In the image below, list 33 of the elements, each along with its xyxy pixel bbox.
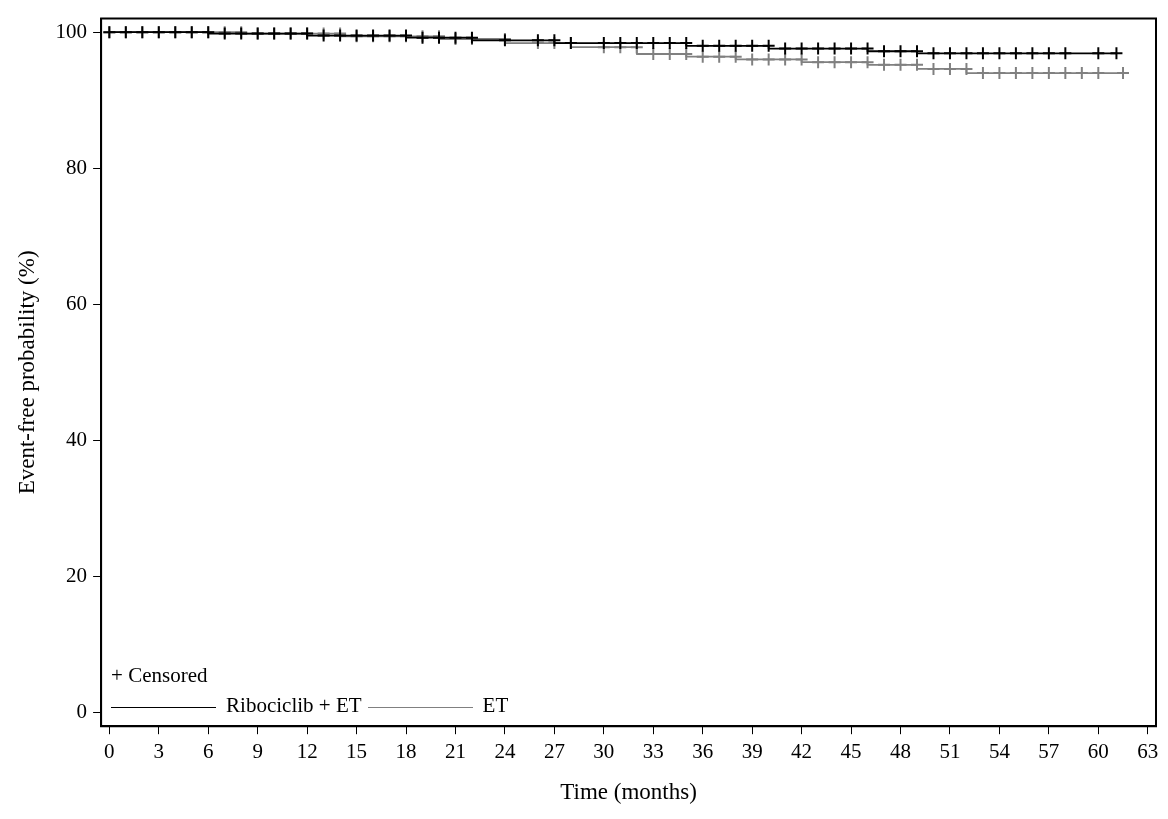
x-tick-label: 48 [890,739,912,764]
x-tick-label: 21 [444,739,466,764]
legend-label: ET [482,693,509,718]
x-tick-label: 15 [346,739,368,764]
x-tick-label: 27 [543,739,565,764]
x-tick-label: 18 [395,739,417,764]
x-tick-label: 60 [1087,739,1109,764]
x-tick-label: 45 [840,739,862,764]
x-tick-label: 24 [494,739,516,764]
x-tick-label: 12 [296,739,318,764]
legend-label: Ribociclib + ET [226,693,362,718]
y-axis-title: Event-free probability (%) [13,250,39,495]
x-tick-label: 6 [202,739,214,764]
y-tick-label: 0 [76,699,88,724]
x-tick-label: 0 [104,739,115,764]
x-tick-label: 3 [153,739,165,764]
legend-title: + Censored [111,662,209,690]
x-tick-label: 30 [593,739,615,764]
x-tick-label: 42 [791,739,813,764]
y-tick-label: 40 [66,426,88,451]
x-tick-label: 51 [939,739,961,764]
x-tick-label: 57 [1038,739,1060,764]
x-tick-label: 36 [692,739,714,764]
y-tick-label: 60 [66,290,88,315]
x-tick-label: 33 [642,739,664,764]
x-axis-title: Time (months) [560,779,697,805]
y-tick-label: 100 [55,18,88,43]
x-tick-label: 54 [988,739,1011,764]
x-tick-label: 63 [1137,739,1159,764]
x-tick-label: 9 [252,739,263,764]
y-tick-label: 80 [66,154,88,179]
y-tick-label: 20 [66,563,88,588]
x-tick-label: 39 [741,739,763,764]
